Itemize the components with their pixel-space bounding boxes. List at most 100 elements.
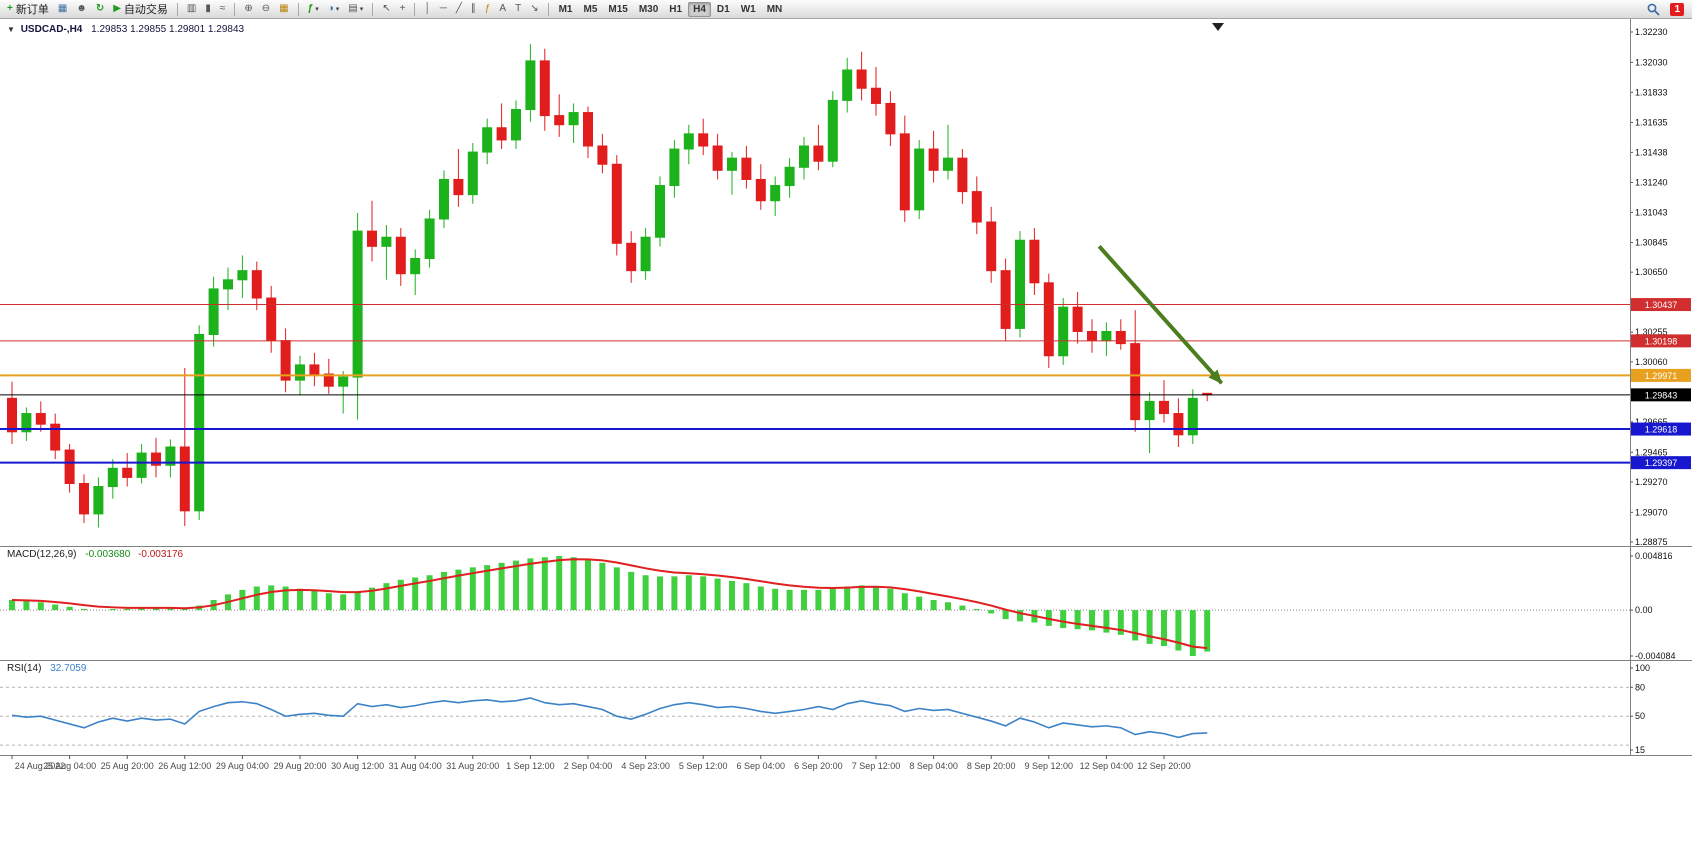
- crosshair-icon: +: [399, 3, 406, 14]
- tile-windows-button[interactable]: ▦: [275, 1, 292, 17]
- channel-button[interactable]: ∥: [467, 1, 480, 17]
- candlestick-icon: ▮: [205, 3, 211, 14]
- svg-text:1.29270: 1.29270: [1635, 477, 1668, 487]
- svg-text:1.29665: 1.29665: [1635, 417, 1668, 427]
- zoom-in-button[interactable]: ⊕: [240, 1, 256, 17]
- fibonacci-button[interactable]: ƒ: [481, 1, 495, 17]
- svg-text:1.31833: 1.31833: [1635, 87, 1668, 97]
- text-icon: A: [499, 3, 507, 14]
- new-order-icon: +: [7, 3, 13, 14]
- svg-text:1.31635: 1.31635: [1635, 117, 1668, 127]
- svg-text:1.30198: 1.30198: [1645, 336, 1678, 346]
- bar-chart-icon: ▥: [186, 3, 197, 14]
- svg-text:0.00: 0.00: [1635, 605, 1653, 615]
- svg-text:-0.004084: -0.004084: [1635, 651, 1676, 661]
- profile-button[interactable]: ☻: [72, 1, 91, 17]
- svg-text:6 Sep 04:00: 6 Sep 04:00: [737, 761, 786, 771]
- crosshair-button[interactable]: +: [396, 1, 410, 17]
- timeframe-h1-button[interactable]: H1: [664, 2, 687, 17]
- timeframe-m30-button[interactable]: M30: [634, 2, 663, 17]
- fibonacci-icon: ƒ: [484, 3, 491, 14]
- zoom-out-button[interactable]: ⊖: [258, 1, 274, 17]
- svg-text:1.29843: 1.29843: [1645, 390, 1678, 400]
- chart-window-icon: ▦: [57, 3, 68, 14]
- refresh-icon: ↻: [95, 3, 105, 14]
- svg-text:6 Sep 20:00: 6 Sep 20:00: [794, 761, 843, 771]
- svg-text:1.31240: 1.31240: [1635, 177, 1668, 187]
- auto-trading-label: 自动交易: [123, 4, 168, 16]
- profile-icon: ☻: [76, 3, 87, 14]
- svg-text:1.29618: 1.29618: [1645, 425, 1678, 435]
- vertical-line-button[interactable]: │: [420, 1, 434, 17]
- tile-windows-icon: ▦: [279, 3, 289, 14]
- label-icon: T: [515, 3, 522, 14]
- auto-trading-button[interactable]: ▶ 自动交易: [109, 1, 172, 17]
- timeframe-m5-button[interactable]: M5: [578, 2, 602, 17]
- svg-text:31 Aug 20:00: 31 Aug 20:00: [446, 761, 499, 771]
- svg-text:24 Aug 2022: 24 Aug 2022: [15, 761, 66, 771]
- indicators-icon: ƒ: [307, 3, 314, 14]
- indicators-button[interactable]: ƒ ▾: [304, 1, 323, 17]
- template-icon: ▤: [348, 3, 358, 14]
- periods-button[interactable]: ◑ ▾: [324, 1, 344, 17]
- overlays-layer: 1.30437 1.30198 1.29971 1.29843 1.29618 1.293…: [1097, 23, 1691, 470]
- svg-text:0.004816: 0.004816: [1635, 551, 1673, 561]
- line-chart-icon: ≈: [219, 3, 226, 14]
- label-button[interactable]: T: [511, 1, 525, 17]
- horizontal-line-icon: ─: [439, 3, 447, 14]
- svg-text:1.32230: 1.32230: [1635, 27, 1668, 37]
- zoom-out-icon: ⊖: [261, 3, 271, 14]
- timeframe-m1-button[interactable]: M1: [554, 2, 578, 17]
- svg-text:80: 80: [1635, 682, 1645, 692]
- rsi-layer: [0, 686, 1630, 746]
- clock-icon: ◑: [327, 3, 334, 14]
- trendline-icon: ╱: [455, 3, 462, 14]
- templates-button[interactable]: ▤ ▾: [344, 1, 367, 17]
- svg-text:26 Aug 12:00: 26 Aug 12:00: [158, 761, 211, 771]
- search-button[interactable]: [1643, 1, 1664, 17]
- toolbar-separator: [414, 2, 416, 16]
- toolbar: + 新订单 ▦ ☻ ↻ ▶ 自动交易 ▥ ▮ ≈ ⊕ ⊖ ▦ ƒ ▾ ◑ ▾ ▤ ▾ …: [0, 0, 1692, 19]
- horizontal-line-button[interactable]: ─: [436, 1, 451, 17]
- candlestick-button[interactable]: ▮: [201, 1, 215, 17]
- arrow-tool-icon: ↘: [530, 3, 539, 14]
- toolbar-separator: [297, 2, 299, 16]
- chart-canvas[interactable]: 1.32230 1.32030 1.31833 1.31635 1.31438 1.312…: [0, 19, 1692, 845]
- new-order-button[interactable]: + 新订单: [3, 1, 53, 17]
- chart-area: 1.32230 1.32030 1.31833 1.31635 1.31438 1.312…: [0, 19, 1692, 845]
- svg-text:1.31043: 1.31043: [1635, 207, 1668, 217]
- play-icon: ▶: [113, 3, 121, 14]
- text-button[interactable]: A: [495, 1, 510, 17]
- toolbar-separator: [234, 2, 236, 16]
- arrows-button[interactable]: ↘: [526, 1, 542, 17]
- line-chart-button[interactable]: ≈: [216, 1, 230, 17]
- timeframe-m15-button[interactable]: M15: [603, 2, 632, 17]
- charts-button[interactable]: ▦: [54, 1, 71, 17]
- svg-text:4 Sep 23:00: 4 Sep 23:00: [621, 761, 670, 771]
- svg-text:1.28875: 1.28875: [1635, 537, 1668, 547]
- svg-text:31 Aug 04:00: 31 Aug 04:00: [389, 761, 442, 771]
- cursor-button[interactable]: ↖: [378, 1, 394, 17]
- toolbar-separator: [547, 2, 549, 16]
- toolbar-separator: [176, 2, 178, 16]
- dropdown-icon: ▾: [315, 5, 319, 13]
- bar-chart-button[interactable]: ▥: [183, 1, 200, 17]
- dropdown-icon: ▾: [359, 5, 364, 13]
- channel-icon: ∥: [470, 3, 476, 14]
- svg-text:30 Aug 12:00: 30 Aug 12:00: [331, 761, 384, 771]
- toolbar-separator: [372, 2, 374, 16]
- timeframe-w1-button[interactable]: W1: [736, 2, 761, 17]
- timeframe-mn-button[interactable]: MN: [762, 2, 788, 17]
- svg-text:1.29971: 1.29971: [1645, 371, 1678, 381]
- timeframe-d1-button[interactable]: D1: [712, 2, 735, 17]
- timeframe-h4-button[interactable]: H4: [688, 1, 711, 17]
- svg-text:1.30060: 1.30060: [1635, 357, 1668, 367]
- cursor-icon: ↖: [382, 3, 391, 14]
- svg-text:2 Sep 04:00: 2 Sep 04:00: [564, 761, 613, 771]
- refresh-button[interactable]: ↻: [92, 1, 108, 17]
- notification-badge[interactable]: 1: [1670, 2, 1684, 16]
- svg-text:5 Sep 12:00: 5 Sep 12:00: [679, 761, 728, 771]
- trendline-button[interactable]: ╱: [452, 1, 466, 17]
- svg-text:25 Aug 04:00: 25 Aug 04:00: [43, 761, 96, 771]
